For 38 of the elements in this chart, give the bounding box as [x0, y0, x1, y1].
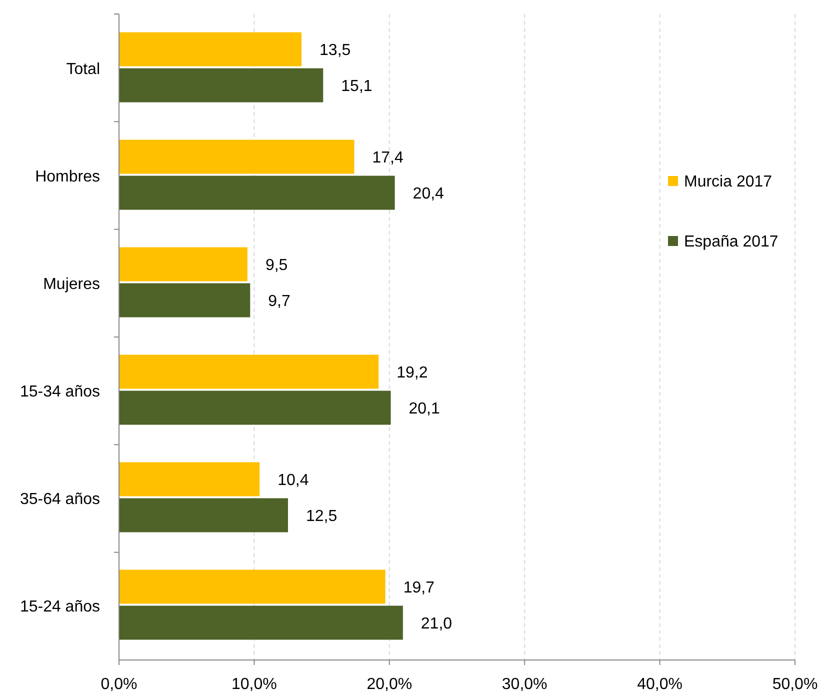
bar: [119, 140, 354, 174]
data-label: 19,2: [396, 364, 428, 382]
y-tick-label: Mujeres: [43, 276, 100, 293]
data-label: 10,4: [278, 472, 309, 489]
bar: [119, 498, 288, 532]
data-label: 9,7: [268, 292, 290, 310]
bar: [119, 176, 395, 210]
bar: [119, 354, 379, 389]
bar: [119, 606, 403, 640]
bar: [119, 390, 391, 425]
legend-label: Murcia 2017: [684, 174, 772, 191]
bar: [119, 68, 324, 102]
data-label: 19,7: [403, 579, 435, 596]
data-label: 20,4: [412, 185, 444, 202]
bar: [119, 32, 302, 66]
x-tick-label: 20,0%: [366, 676, 412, 693]
x-tick-label: 50,0%: [772, 676, 818, 693]
bar: [119, 283, 250, 318]
bar: [119, 570, 386, 604]
data-label: 20,1: [408, 400, 440, 418]
y-tick-label: Hombres: [35, 168, 100, 186]
legend-label: España 2017: [684, 234, 778, 251]
y-tick-label: Total: [66, 60, 100, 78]
y-tick-label: 15-34 años: [20, 383, 100, 400]
data-label: 13,5: [320, 42, 351, 59]
y-tick-label: 35-64 años: [20, 490, 100, 508]
data-label: 17,4: [372, 149, 404, 166]
data-label: 15,1: [341, 78, 372, 95]
data-label: 21,0: [420, 615, 452, 632]
x-tick-label: 40,0%: [637, 676, 682, 693]
data-label: 12,5: [306, 508, 338, 525]
bar: [119, 462, 260, 496]
x-tick-label: 30,0%: [502, 676, 548, 693]
data-label: 9,5: [265, 256, 288, 274]
y-tick-label: 15-24 años: [20, 598, 100, 616]
x-tick-label: 10,0%: [232, 676, 277, 693]
bar: [119, 247, 248, 282]
x-tick-label: 0,0%: [100, 676, 138, 693]
